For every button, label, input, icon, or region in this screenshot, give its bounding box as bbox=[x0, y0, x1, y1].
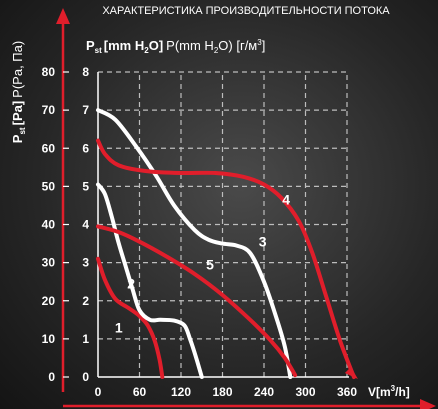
y-tick-label-mm: 4 bbox=[82, 218, 89, 232]
x-tick-label: 240 bbox=[254, 385, 274, 399]
y-tick-label-mm: 3 bbox=[82, 256, 89, 270]
axes bbox=[56, 8, 436, 409]
series-line-2 bbox=[96, 182, 204, 379]
series-label-3: 3 bbox=[259, 234, 267, 250]
series-label-1: 1 bbox=[115, 319, 123, 335]
x-tick-label: 180 bbox=[212, 385, 232, 399]
y-tick-label-mm: 5 bbox=[82, 179, 89, 193]
y-tick-label-mm: 6 bbox=[82, 141, 89, 155]
series-label-4: 4 bbox=[282, 192, 290, 208]
series-labels: 1 2 3 4 5 bbox=[115, 192, 290, 336]
y-tick-label-pa: 70 bbox=[42, 103, 56, 117]
y-axis-label-pa: Pst[Pa]P(Pa, Па) bbox=[10, 41, 27, 143]
series-lines bbox=[96, 108, 358, 379]
y-tick-label-mm: 1 bbox=[82, 332, 89, 346]
x-tick-label: 120 bbox=[171, 385, 191, 399]
y-tick-label-mm: 7 bbox=[82, 103, 89, 117]
series-line-5 bbox=[96, 224, 298, 378]
series-line-3 bbox=[96, 108, 293, 379]
y-tick-label-pa: 50 bbox=[42, 179, 56, 193]
x-tick-label: 360 bbox=[337, 385, 357, 399]
series-line-4 bbox=[96, 138, 356, 379]
y-tick-label-mm: 2 bbox=[82, 294, 89, 308]
y-tick-label-pa: 10 bbox=[42, 332, 56, 346]
series-label-2: 2 bbox=[127, 276, 135, 292]
x-axis-label: V[m3/h] bbox=[368, 384, 410, 399]
series-line-1 bbox=[96, 256, 165, 379]
y-tick-label-pa: 30 bbox=[42, 256, 56, 270]
y-axis-label-mm: Pst [mm H2O] P(mm H2O) [г/м3] bbox=[86, 38, 265, 55]
x-tick-label: 300 bbox=[295, 385, 315, 399]
chart-title: ХАРАКТЕРИСТИКА ПРОИЗВОДИТЕЛЬНОСТИ ПОТОКА bbox=[102, 5, 390, 17]
series-arrow-4 bbox=[344, 367, 358, 379]
y-tick-label-mm: 0 bbox=[82, 370, 89, 384]
y-tick-label-pa: 60 bbox=[42, 141, 56, 155]
grid bbox=[98, 71, 349, 377]
y-tick-label-pa: 40 bbox=[42, 218, 56, 232]
pa-axis-arrow bbox=[56, 8, 70, 24]
y-tick-label-pa: 0 bbox=[48, 370, 55, 384]
y-tick-label-pa: 80 bbox=[42, 65, 56, 79]
x-tick-label: 60 bbox=[133, 385, 147, 399]
y-tick-label-pa: 20 bbox=[42, 294, 56, 308]
x-tick-label: 0 bbox=[95, 385, 102, 399]
bottom-axis-arrow bbox=[420, 399, 436, 409]
y-tick-label-mm: 8 bbox=[82, 65, 89, 79]
series-label-5: 5 bbox=[206, 257, 214, 273]
